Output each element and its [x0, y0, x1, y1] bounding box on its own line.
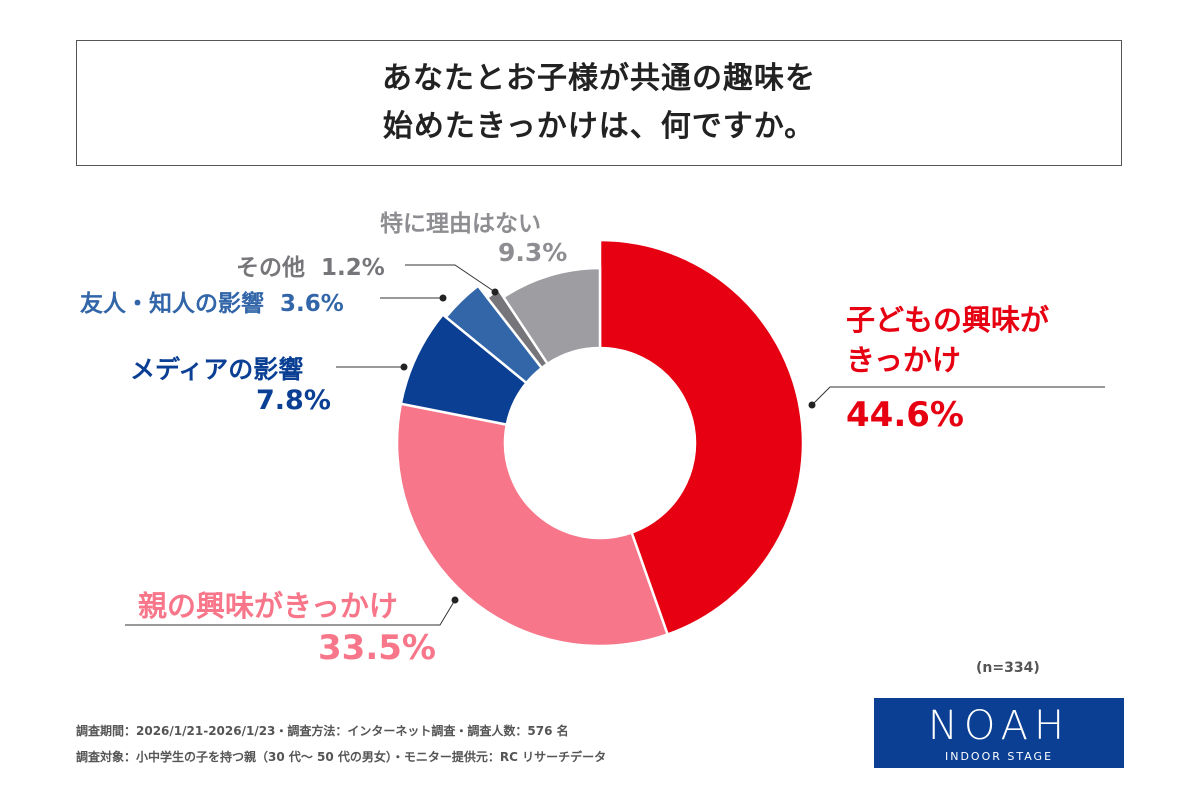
- slice-6: [501, 266, 602, 366]
- noah-logo: NOAH INDOOR STAGE: [874, 698, 1124, 768]
- leader-dot: [491, 288, 499, 296]
- logo-text: NOAH: [927, 703, 1071, 749]
- value-other: 1.2%: [321, 255, 385, 281]
- leader-dot: [400, 363, 408, 371]
- leader-dot: [439, 294, 447, 302]
- sample-size: (n=334): [976, 660, 1040, 676]
- footer-line-1: 調査期間：2026/1/21-2026/1/23・調査方法：インターネット調査・…: [76, 724, 569, 738]
- title-box: あなたとお子様が共通の趣味を 始めたきっかけは、何ですか。: [76, 40, 1122, 166]
- slice-3: [399, 312, 529, 427]
- leader-parent: [125, 599, 456, 626]
- value-media: 7.8%: [256, 385, 331, 416]
- label-friend: 友人・知人の影響 3.6%: [80, 284, 344, 318]
- label-parent: 親の興味がきっかけ: [138, 589, 398, 623]
- label-none: 特に理由はない: [380, 211, 541, 237]
- leader-lines: [125, 264, 1105, 626]
- value-friend: 3.6%: [280, 291, 344, 317]
- value-none: 9.3%: [498, 238, 568, 267]
- leader-dot: [808, 401, 816, 409]
- leader-other: [405, 264, 496, 293]
- leader-child: [811, 386, 1105, 406]
- label-other-text: その他: [236, 255, 305, 281]
- label-friend-text: 友人・知人の影響: [80, 291, 264, 317]
- value-child: 44.6%: [846, 395, 964, 435]
- title-line-1: あなたとお子様が共通の趣味を: [382, 61, 816, 96]
- label-other: その他 1.2%: [236, 248, 385, 282]
- label-media: メディアの影響: [130, 355, 304, 384]
- footer-line-2: 調査対象：小中学生の子を持つ親（30 代～ 50 代の男女）・モニター提供元：R…: [76, 750, 607, 764]
- title-line-2: 始めたきっかけは、何ですか。: [382, 109, 816, 144]
- value-parent: 33.5%: [318, 628, 436, 668]
- label-child: 子どもの興味が きっかけ: [846, 300, 1049, 380]
- leader-dot: [451, 596, 459, 604]
- logo-subtext: INDOOR STAGE: [944, 750, 1054, 763]
- slice-1: [598, 238, 805, 637]
- label-child-line2: きっかけ: [846, 343, 961, 377]
- slice-2: [395, 402, 670, 648]
- label-child-line1: 子どもの興味が: [846, 303, 1050, 337]
